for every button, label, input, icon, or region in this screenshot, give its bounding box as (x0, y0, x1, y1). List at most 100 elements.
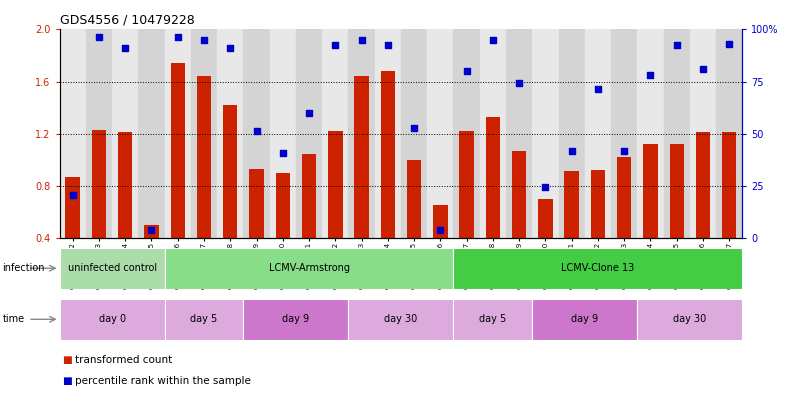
Point (355, 37, 368, 43)
Bar (118, 132, 133, 238)
Bar (643, 144, 657, 238)
Text: LCMV-Armstrong: LCMV-Armstrong (268, 263, 349, 273)
Bar (664, 29, 690, 238)
Bar (60, 29, 86, 238)
Bar (244, 29, 270, 238)
Bar (217, 29, 244, 238)
Point (434, 227, 447, 233)
Point (618, 147, 630, 154)
Bar (296, 29, 322, 238)
Point (723, 40, 735, 47)
Text: day 5: day 5 (191, 314, 218, 324)
Bar (401, 29, 427, 238)
Text: day 9: day 9 (283, 314, 310, 324)
Point (487, 37, 499, 43)
Point (513, 80, 526, 86)
Point (93, 34, 106, 40)
Point (696, 65, 709, 72)
Bar (669, 144, 684, 238)
Bar (60, 299, 164, 340)
Bar (565, 171, 579, 238)
Text: day 30: day 30 (384, 314, 418, 324)
Point (565, 147, 578, 154)
Text: day 30: day 30 (673, 314, 707, 324)
Bar (328, 131, 342, 238)
Bar (375, 29, 401, 238)
Text: uninfected control: uninfected control (67, 263, 156, 273)
Bar (86, 29, 112, 238)
Bar (453, 248, 742, 289)
Point (250, 128, 263, 134)
Bar (532, 299, 638, 340)
Bar (191, 29, 217, 238)
Bar (92, 130, 106, 238)
Point (67, 192, 79, 198)
Point (670, 42, 683, 48)
Bar (164, 29, 191, 238)
Bar (349, 299, 453, 340)
Bar (434, 205, 448, 238)
Text: infection: infection (2, 263, 45, 273)
Bar (558, 29, 585, 238)
Bar (145, 225, 159, 238)
Bar (380, 71, 395, 238)
Bar (407, 160, 422, 238)
Bar (171, 63, 185, 238)
Point (329, 42, 341, 48)
Bar (138, 29, 164, 238)
Point (119, 44, 132, 51)
Bar (512, 151, 526, 238)
Text: transformed count: transformed count (75, 354, 172, 365)
Bar (690, 29, 716, 238)
Point (224, 44, 237, 51)
Point (644, 72, 657, 78)
Bar (65, 176, 80, 238)
Bar (302, 154, 316, 238)
Point (198, 37, 210, 43)
Point (276, 150, 289, 156)
Bar (453, 29, 480, 238)
Bar (322, 29, 349, 238)
Bar (244, 299, 349, 340)
Text: ■: ■ (62, 376, 71, 386)
Bar (197, 76, 211, 238)
Point (172, 34, 184, 40)
Bar (532, 29, 558, 238)
Text: day 0: day 0 (98, 314, 125, 324)
Bar (696, 132, 710, 238)
Bar (354, 76, 368, 238)
Bar (427, 29, 453, 238)
Text: percentile rank within the sample: percentile rank within the sample (75, 376, 252, 386)
Text: day 5: day 5 (480, 314, 507, 324)
Bar (270, 29, 296, 238)
Bar (716, 29, 742, 238)
Text: day 9: day 9 (571, 314, 599, 324)
Bar (486, 117, 500, 238)
Bar (349, 29, 375, 238)
Bar (164, 248, 453, 289)
Point (145, 227, 158, 233)
Bar (506, 29, 532, 238)
Text: GDS4556 / 10479228: GDS4556 / 10479228 (60, 14, 195, 27)
Bar (60, 248, 164, 289)
Point (539, 184, 552, 190)
Text: ■: ■ (62, 354, 71, 365)
Point (592, 86, 604, 92)
Bar (585, 29, 611, 238)
Bar (453, 299, 532, 340)
Bar (638, 299, 742, 340)
Bar (164, 299, 244, 340)
Text: time: time (2, 314, 25, 324)
Bar (617, 157, 631, 238)
Text: LCMV-Clone 13: LCMV-Clone 13 (561, 263, 634, 273)
Bar (591, 170, 605, 238)
Bar (611, 29, 638, 238)
Bar (480, 29, 506, 238)
Bar (249, 169, 264, 238)
Point (381, 42, 394, 48)
Bar (638, 29, 664, 238)
Point (461, 68, 473, 74)
Point (408, 125, 421, 132)
Point (303, 110, 315, 116)
Bar (460, 131, 474, 238)
